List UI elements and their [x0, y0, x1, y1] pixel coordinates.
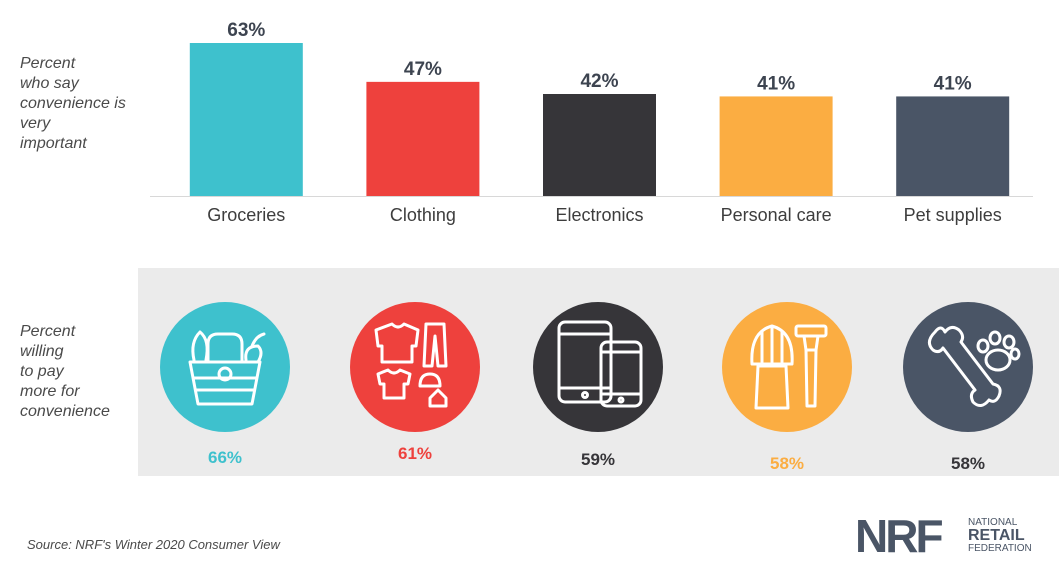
pay-more-item-personal-care: 58%: [722, 302, 852, 492]
value-label-pet-supplies: 41%: [934, 73, 972, 94]
pay-more-value-groceries: 66%: [207, 448, 243, 467]
value-label-clothing: 47%: [404, 59, 442, 80]
pay-more-item-electronics: 59%: [533, 302, 663, 492]
category-label-electronics: Electronics: [555, 205, 643, 225]
bar-clothing: [366, 81, 480, 196]
logo-line-2: RETAIL: [968, 527, 1025, 544]
icon-circle-electronics: [533, 302, 663, 432]
value-label-groceries: 63%: [227, 20, 265, 41]
devices-icon: [557, 320, 643, 408]
category-label-pet-supplies: Pet supplies: [904, 205, 1002, 225]
bar-pet-supplies: [896, 96, 1010, 196]
value-label-personal-care: 41%: [757, 73, 795, 94]
bottom-row-label: Percent willing to pay more for convenie…: [20, 323, 110, 420]
category-label-clothing: Clothing: [390, 205, 456, 225]
category-label-personal-care: Personal care: [721, 205, 832, 225]
basket-icon: [188, 330, 266, 406]
bar-personal-care: [719, 96, 833, 196]
source-note: Source: NRF's Winter 2020 Consumer View: [27, 537, 280, 552]
value-label-electronics: 42%: [580, 71, 618, 92]
logo-wordmark: NATIONAL RETAIL FEDERATION: [968, 517, 1048, 554]
pay-more-value-personal-care: 58%: [769, 454, 805, 473]
pay-more-item-pet-supplies: 58%: [903, 302, 1033, 492]
pay-more-value-clothing: 61%: [397, 444, 433, 463]
logo-line-1: NATIONAL: [968, 517, 1018, 528]
nrf-logo: NRF NATIONAL RETAIL FEDERATION: [855, 510, 1048, 562]
logo-line-3: FEDERATION: [968, 543, 1032, 554]
pay-more-item-groceries: 66%: [160, 302, 290, 492]
icon-circle-groceries: [160, 302, 290, 432]
top-row-label: Percent who say convenience is very impo…: [20, 55, 126, 152]
bone-paw-icon: [928, 325, 1021, 407]
icon-circle-pet-supplies: [903, 302, 1033, 432]
pay-more-item-clothing: 61%: [350, 302, 480, 492]
bar-electronics: [543, 94, 656, 196]
apparel-icon: [374, 322, 448, 408]
icon-circle-personal-care: [722, 302, 852, 432]
pay-more-value-electronics: 59%: [580, 450, 616, 469]
category-label-groceries: Groceries: [207, 205, 285, 225]
pay-more-value-pet-supplies: 58%: [950, 454, 986, 473]
logo-mark: NRF: [855, 510, 944, 562]
icon-circle-clothing: [350, 302, 480, 432]
bar-groceries: [189, 43, 303, 196]
convenience-importance-bar-chart: 63% Groceries 47% Clothing 42% Electronics 41%…: [150, 20, 1033, 225]
shaving-kit-icon: [750, 324, 828, 410]
